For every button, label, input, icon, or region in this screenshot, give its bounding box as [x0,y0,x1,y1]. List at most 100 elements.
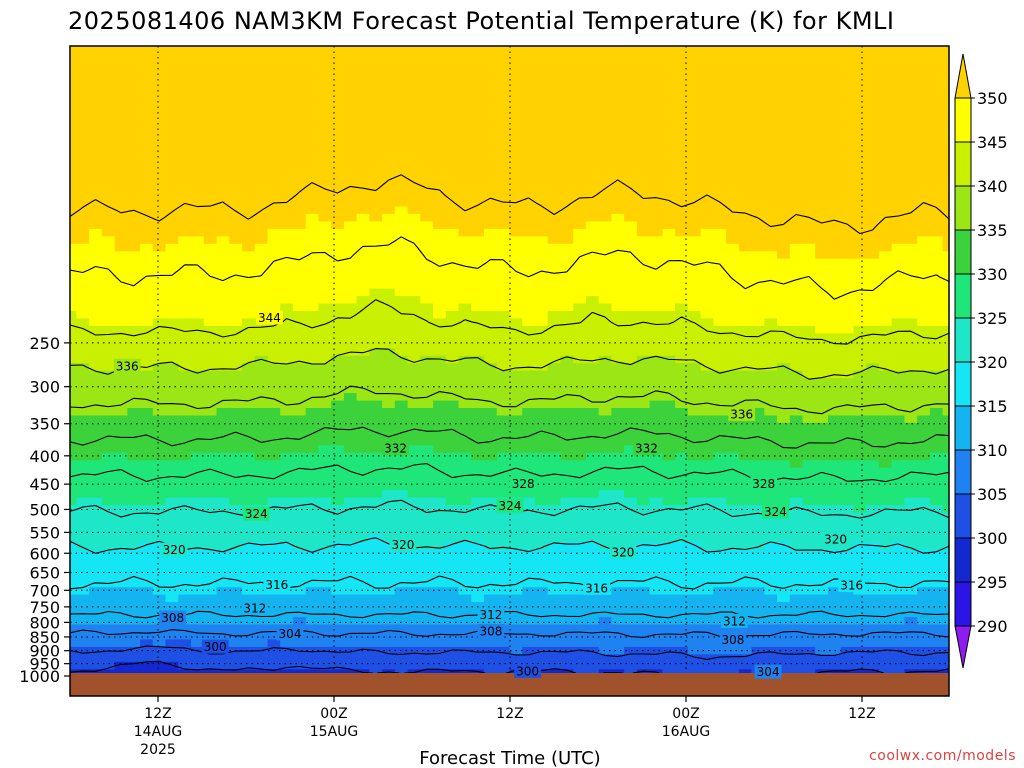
field-cell [484,49,498,58]
field-cell [636,557,651,566]
field-cell [433,169,447,178]
field-cell [433,191,447,200]
field-cell [789,318,804,327]
field-cell [70,116,78,126]
field-cell [942,79,949,88]
field-cell [191,296,205,305]
field-cell [878,355,893,365]
field-cell [624,206,638,215]
field-cell [764,527,778,536]
field-cell [675,184,689,193]
field-cell [828,169,842,178]
field-cell [496,318,511,327]
field-cell [420,557,434,566]
field-cell [573,348,587,357]
field-cell [649,400,664,409]
field-cell [828,131,842,141]
field-cell [547,131,562,141]
field-cell [738,139,753,148]
field-cell [89,318,103,327]
field-cell [675,340,689,350]
field-cell [89,243,103,253]
field-cell [101,490,116,499]
field-cell [356,64,371,73]
field-cell [101,94,116,103]
field-cell [738,288,753,297]
field-cell [713,355,727,365]
field-cell [547,296,562,305]
field-cell [433,79,447,88]
field-cell [560,184,574,193]
field-cell [76,154,90,163]
field-cell [789,236,804,245]
field-cell [203,49,218,58]
field-cell [560,378,574,387]
field-cell [624,452,638,462]
field-cell [904,393,918,402]
field-cell [585,273,600,282]
field-cell [611,131,625,141]
field-cell [828,422,842,432]
field-cell [560,534,574,544]
field-cell [726,385,740,394]
field-cell [458,378,472,387]
field-cell [573,437,587,447]
field-cell [242,46,256,51]
field-cell [114,378,129,387]
field-cell [216,228,230,238]
field-cell [853,49,867,58]
field-cell [254,452,269,462]
field-cell [356,79,371,88]
field-cell [292,572,307,581]
field-cell [369,340,383,350]
field-cell [331,542,345,551]
field-cell [802,340,816,350]
field-cell [700,206,715,215]
field-cell [152,393,167,402]
field-cell [917,176,931,185]
field-cell [280,296,294,305]
field-cell [229,236,243,245]
field-cell [649,408,664,417]
field-cell [598,505,613,514]
field-cell [700,176,715,185]
field-cell [394,460,409,469]
field-cell [573,430,587,439]
field-cell [331,169,345,178]
field-cell [675,422,689,432]
field-cell [382,520,396,529]
field-cell [152,534,167,544]
field-cell [904,564,918,574]
field-cell [751,385,765,394]
field-cell [713,146,727,156]
field-cell [611,191,625,200]
field-cell [471,549,485,559]
field-cell [305,72,320,81]
field-cell [382,490,396,499]
field-cell [318,318,332,327]
field-cell [929,542,944,551]
field-cell [738,422,753,432]
field-cell [229,549,243,559]
field-cell [598,333,613,342]
field-cell [152,549,167,559]
field-cell [726,94,740,103]
field-cell [573,124,587,133]
field-cell [840,452,855,462]
field-cell [751,370,765,379]
field-cell [356,497,371,506]
field-cell [203,557,218,566]
field-cell [560,146,574,156]
field-cell [127,184,141,193]
field-cell [254,340,269,350]
field-cell [929,221,944,230]
field-cell [929,116,944,126]
field-cell [815,79,829,88]
field-cell [292,46,307,51]
field-cell [509,139,523,148]
field-cell [331,258,345,267]
field-cell [178,520,192,529]
field-cell [764,400,778,409]
field-cell [458,184,472,193]
field-cell [675,236,689,245]
